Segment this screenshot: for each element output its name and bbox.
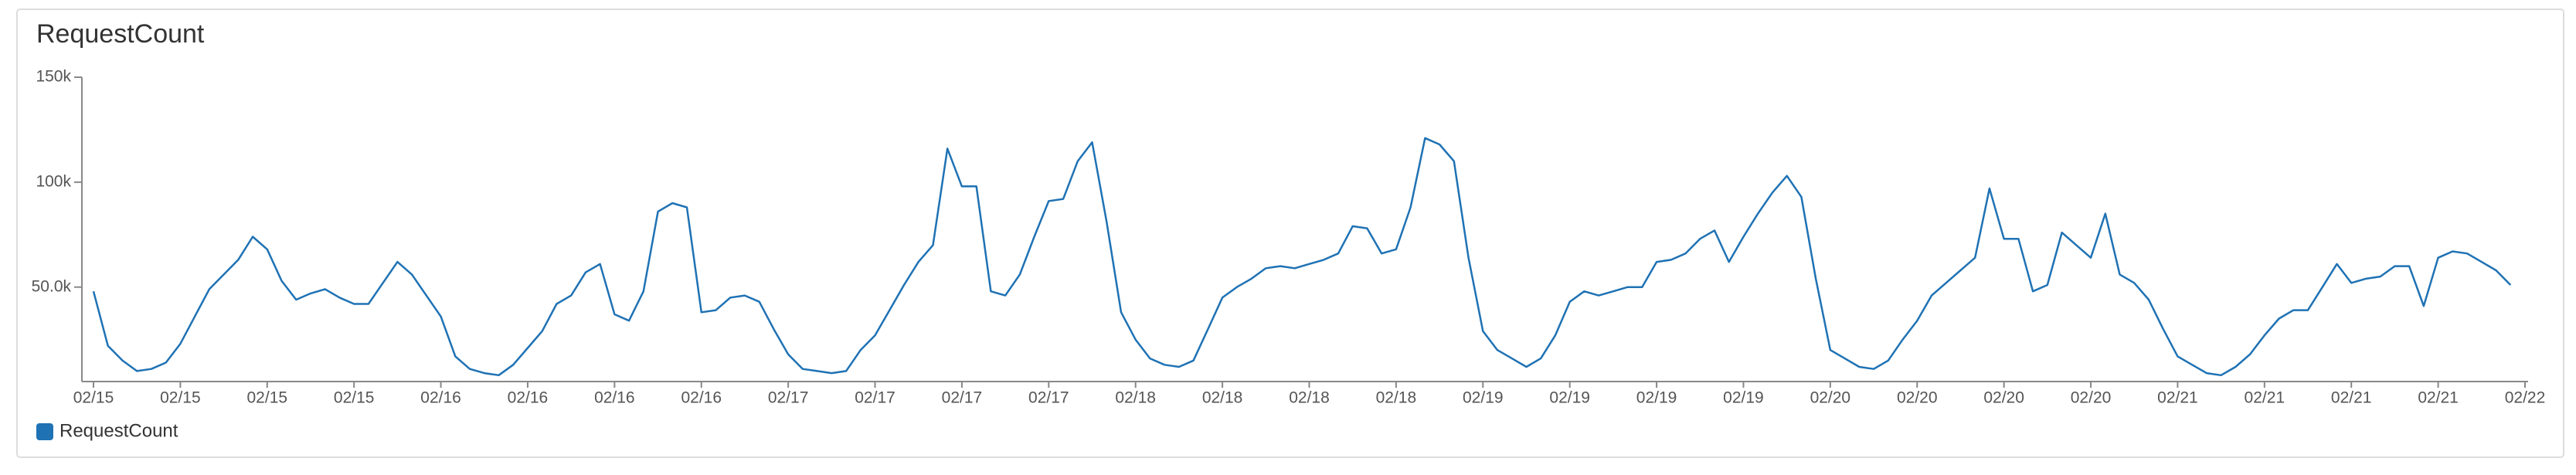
x-tick-label: 02/19 — [1549, 389, 1590, 407]
x-tick-label: 02/21 — [2245, 389, 2285, 407]
x-tick-label: 02/20 — [1810, 389, 1851, 407]
legend-label: RequestCount — [59, 420, 178, 441]
x-tick-label: 02/17 — [942, 389, 983, 407]
x-tick-label: 02/16 — [420, 389, 461, 407]
x-tick-label: 02/19 — [1723, 389, 1764, 407]
x-tick-label: 02/21 — [2331, 389, 2372, 407]
x-tick-label: 02/18 — [1202, 389, 1243, 407]
x-tick-label: 02/17 — [768, 389, 809, 407]
y-tick-label: 100k — [36, 172, 71, 190]
y-tick-label: 50.0k — [32, 277, 72, 295]
chart-title: RequestCount — [36, 19, 205, 49]
x-tick-label: 02/18 — [1289, 389, 1330, 407]
x-tick-label: 02/15 — [160, 389, 201, 407]
x-tick-label: 02/20 — [1897, 389, 1938, 407]
x-tick-label: 02/20 — [2071, 389, 2112, 407]
x-tick-label: 02/16 — [594, 389, 635, 407]
x-tick-label: 02/21 — [2418, 389, 2459, 407]
x-tick-label: 02/22 — [2505, 389, 2546, 407]
x-tick-label: 02/15 — [334, 389, 375, 407]
x-tick-label: 02/18 — [1376, 389, 1417, 407]
x-tick-label: 02/20 — [1983, 389, 2024, 407]
x-tick-label: 02/15 — [247, 389, 288, 407]
x-tick-label: 02/18 — [1115, 389, 1156, 407]
x-tick-label: 02/19 — [1463, 389, 1504, 407]
x-tick-label: 02/17 — [855, 389, 895, 407]
x-tick-label: 02/16 — [508, 389, 549, 407]
x-tick-label: 02/19 — [1636, 389, 1677, 407]
x-tick-label: 02/16 — [681, 389, 722, 407]
legend-swatch — [36, 423, 53, 440]
panel — [16, 8, 2564, 458]
series-line — [92, 137, 2512, 377]
y-tick-label: 150k — [36, 68, 71, 86]
x-tick-label: 02/17 — [1028, 389, 1069, 407]
x-tick-label: 02/15 — [73, 389, 114, 407]
x-tick-label: 02/21 — [2157, 389, 2198, 407]
